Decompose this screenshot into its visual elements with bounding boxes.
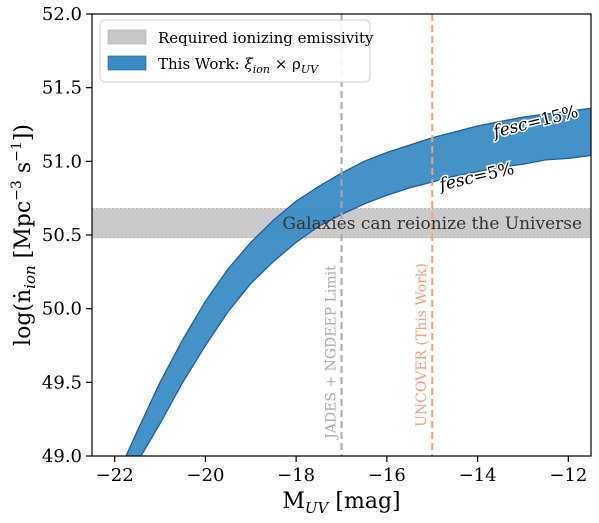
curve-label-fesc5: fesc=5% (436, 159, 516, 196)
x-tick-label: −18 (277, 465, 315, 486)
y-tick-label: 50.5 (42, 225, 82, 246)
series-edge-fesc15 (125, 107, 591, 456)
y-tick-label: 49.5 (42, 372, 82, 393)
y-axis-label: log(ṅion [Mpc−3 s−1]) (9, 124, 39, 346)
legend-swatch-this-work (107, 55, 147, 71)
plot-area: Galaxies can reionize the Universe JADES … (92, 14, 591, 456)
legend-box (99, 19, 371, 83)
y-tick-label: 50.0 (42, 299, 82, 320)
x-tick-label: −22 (96, 465, 134, 486)
y-tick-label: 51.5 (42, 78, 82, 99)
axes: −22 −20 −18 −16 −14 −12 49.0 49.5 50.0 50.5 51.0 51… (42, 4, 587, 486)
legend-label-required: Required ionizing emissivity (158, 29, 374, 47)
axis-labels: MUV [mag] log(ṅion [Mpc−3 s−1]) (9, 124, 401, 517)
band-label: Galaxies can reionize the Universe (282, 214, 582, 234)
legend: Required ionizing emissivity This Work: ξ… (99, 19, 374, 83)
this-work-band (126, 108, 591, 456)
jades-limit-label: JADES + NGDEEP Limit (324, 265, 340, 441)
legend-label-this-work: This Work: ξion × ρUV (158, 55, 319, 76)
x-tick-label: −16 (368, 465, 406, 486)
x-axis-label: MUV [mag] (282, 489, 400, 517)
x-tick-label: −20 (186, 465, 224, 486)
series-edge-fesc5 (140, 154, 591, 456)
y-tick-label: 51.0 (42, 151, 82, 172)
y-tick-label: 52.0 (42, 4, 82, 25)
x-tick-label: −12 (549, 465, 587, 486)
legend-swatch-required (107, 29, 147, 45)
y-tick-label: 49.0 (42, 446, 82, 467)
uncover-limit-label: UNCOVER (This Work) (414, 263, 430, 427)
x-tick-label: −14 (459, 465, 497, 486)
